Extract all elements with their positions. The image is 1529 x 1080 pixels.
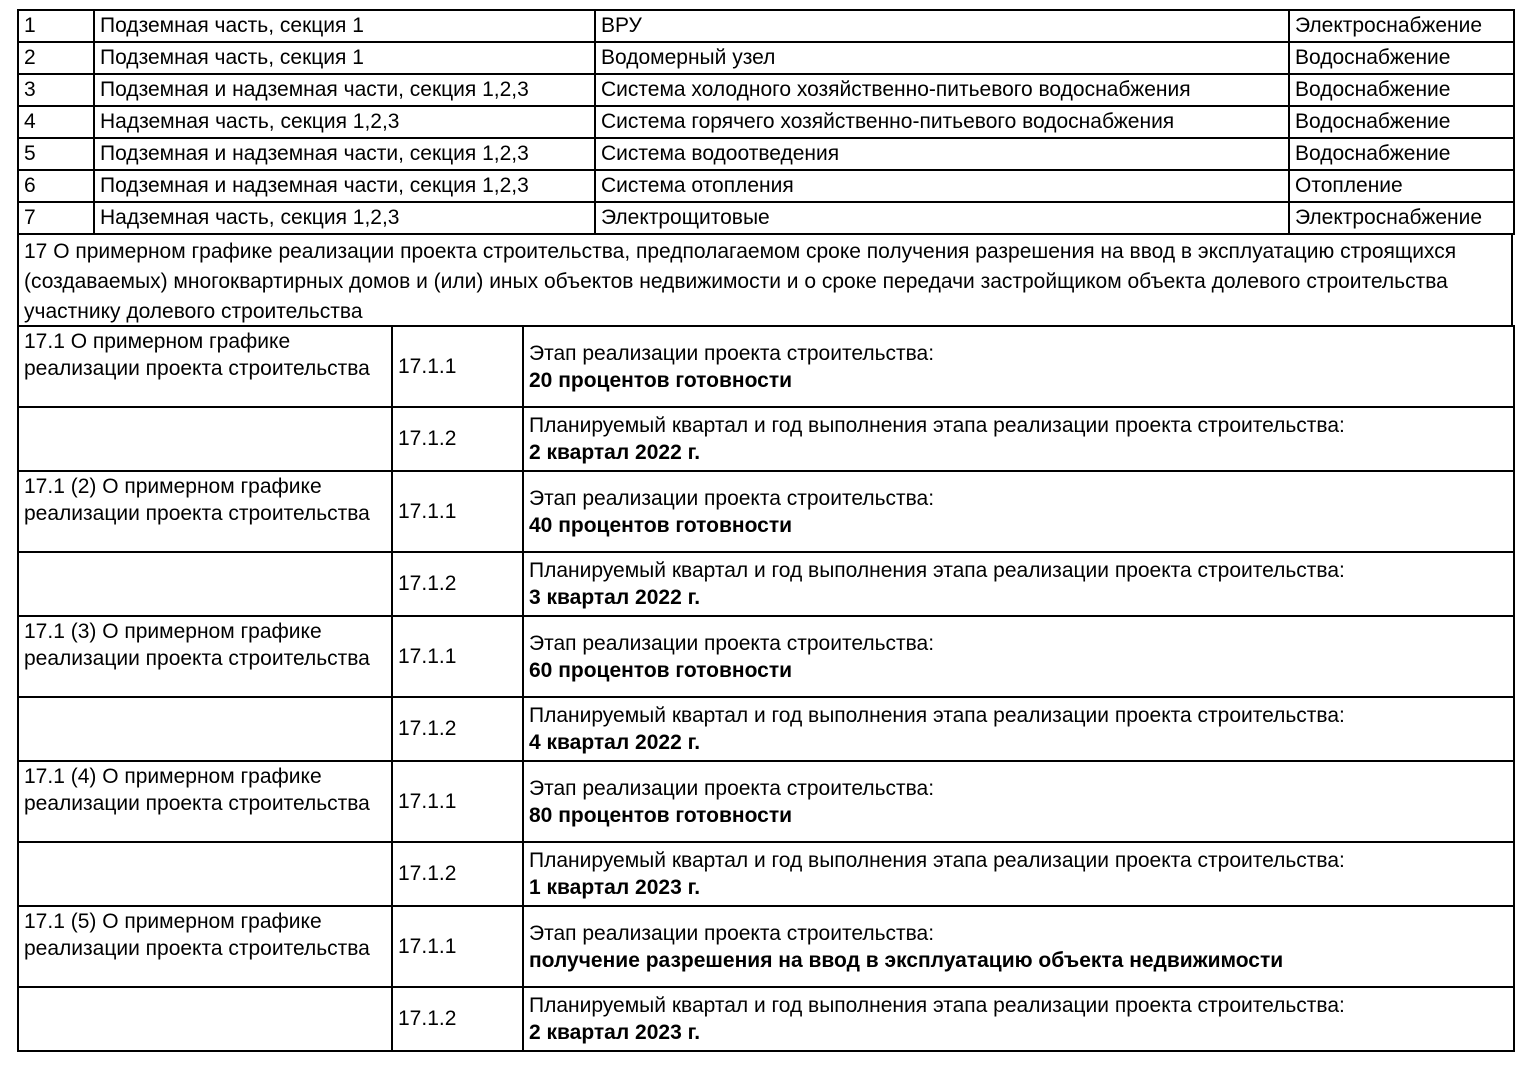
category-cell: Электроснабжение bbox=[1288, 9, 1515, 43]
item-value: 2 квартал 2023 г. bbox=[529, 1021, 701, 1044]
item-value: 20 процентов готовности bbox=[529, 368, 793, 392]
row-number-cell: 6 bbox=[17, 169, 95, 203]
item-label: Этап реализации проекта строительства: bbox=[529, 921, 935, 945]
table-row: 17.1.2 Планируемый квартал и год выполне… bbox=[17, 406, 1515, 472]
item-label: Планируемый квартал и год выполнения эта… bbox=[529, 849, 1345, 872]
block-label-cell: 17.1 (5) О примерном графике реализации … bbox=[17, 905, 393, 988]
table-row: 17.1.2 Планируемый квартал и год выполне… bbox=[17, 841, 1515, 907]
item-code-cell: 17.1.2 bbox=[391, 406, 524, 472]
item-value: 40 процентов готовности bbox=[529, 513, 793, 537]
block-label-cell-empty bbox=[17, 551, 393, 617]
item-value: 60 процентов готовности bbox=[529, 658, 793, 682]
item-content-cell: Планируемый квартал и год выполнения эта… bbox=[522, 551, 1515, 617]
item-label: Этап реализации проекта строительства: bbox=[529, 631, 935, 655]
block-label-cell-empty bbox=[17, 841, 393, 907]
table-row: 17.1.2 Планируемый квартал и год выполне… bbox=[17, 551, 1515, 617]
item-label: Планируемый квартал и год выполнения эта… bbox=[529, 704, 1345, 727]
table-row: 1 Подземная часть, секция 1 ВРУ Электрос… bbox=[17, 9, 1515, 43]
item-value: 80 процентов готовности bbox=[529, 803, 793, 827]
location-cell: Надземная часть, секция 1,2,3 bbox=[93, 105, 596, 139]
item-code-cell: 17.1.1 bbox=[391, 905, 524, 988]
category-cell: Водоснабжение bbox=[1288, 73, 1515, 107]
system-cell: Водомерный узел bbox=[594, 41, 1290, 75]
location-cell: Надземная часть, секция 1,2,3 bbox=[93, 201, 596, 235]
item-label: Планируемый квартал и год выполнения эта… bbox=[529, 994, 1345, 1017]
item-content-cell: Этап реализации проекта строительства: 4… bbox=[522, 470, 1515, 553]
table-row: 5 Подземная и надземная части, секция 1,… bbox=[17, 137, 1515, 171]
item-content-cell: Планируемый квартал и год выполнения эта… bbox=[522, 841, 1515, 907]
table-row: 17.1 (5) О примерном графике реализации … bbox=[17, 905, 1515, 988]
item-content-cell: Этап реализации проекта строительства: 6… bbox=[522, 615, 1515, 698]
item-value: 3 квартал 2022 г. bbox=[529, 586, 701, 609]
row-number-cell: 1 bbox=[17, 9, 95, 43]
item-value: 4 квартал 2022 г. bbox=[529, 731, 701, 754]
system-cell: Система горячего хозяйственно-питьевого … bbox=[594, 105, 1290, 139]
block-label-cell-empty bbox=[17, 986, 393, 1052]
block-label-cell: 17.1 (4) О примерном графике реализации … bbox=[17, 760, 393, 843]
item-label: Планируемый квартал и год выполнения эта… bbox=[529, 559, 1345, 582]
table-row: 17.1.2 Планируемый квартал и год выполне… bbox=[17, 696, 1515, 762]
system-cell: Электрощитовые bbox=[594, 201, 1290, 235]
item-label: Этап реализации проекта строительства: bbox=[529, 776, 935, 800]
row-number-cell: 4 bbox=[17, 105, 95, 139]
system-cell: Система водоотведения bbox=[594, 137, 1290, 171]
block-label-cell: 17.1 О примерном графике реализации прое… bbox=[17, 325, 393, 408]
item-code-cell: 17.1.1 bbox=[391, 615, 524, 698]
item-content-cell: Планируемый квартал и год выполнения эта… bbox=[522, 696, 1515, 762]
location-cell: Подземная и надземная части, секция 1,2,… bbox=[93, 137, 596, 171]
item-code-cell: 17.1.2 bbox=[391, 986, 524, 1052]
location-cell: Подземная часть, секция 1 bbox=[93, 9, 596, 43]
table-row: 2 Подземная часть, секция 1 Водомерный у… bbox=[17, 41, 1515, 75]
block-label-cell: 17.1 (3) О примерном графике реализации … bbox=[17, 615, 393, 698]
item-label: Планируемый квартал и год выполнения эта… bbox=[529, 414, 1345, 437]
location-cell: Подземная часть, секция 1 bbox=[93, 41, 596, 75]
table-row: 17.1 О примерном графике реализации прое… bbox=[17, 325, 1515, 408]
table-row: 17.1.2 Планируемый квартал и год выполне… bbox=[17, 986, 1515, 1052]
item-value: 1 квартал 2023 г. bbox=[529, 876, 701, 899]
table-row: 3 Подземная и надземная части, секция 1,… bbox=[17, 73, 1515, 107]
system-cell: ВРУ bbox=[594, 9, 1290, 43]
table-row: 6 Подземная и надземная части, секция 1,… bbox=[17, 169, 1515, 203]
category-cell: Водоснабжение bbox=[1288, 137, 1515, 171]
location-cell: Подземная и надземная части, секция 1,2,… bbox=[93, 73, 596, 107]
row-number-cell: 2 bbox=[17, 41, 95, 75]
item-code-cell: 17.1.1 bbox=[391, 470, 524, 553]
item-label: Этап реализации проекта строительства: bbox=[529, 341, 935, 365]
category-cell: Водоснабжение bbox=[1288, 41, 1515, 75]
item-content-cell: Этап реализации проекта строительства: п… bbox=[522, 905, 1515, 988]
item-value: 2 квартал 2022 г. bbox=[529, 441, 701, 464]
category-cell: Водоснабжение bbox=[1288, 105, 1515, 139]
system-cell: Система холодного хозяйственно-питьевого… bbox=[594, 73, 1290, 107]
item-content-cell: Этап реализации проекта строительства: 2… bbox=[522, 325, 1515, 408]
schedule-table: 17.1 О примерном графике реализации прое… bbox=[17, 325, 1515, 1052]
table-row: 17.1 (2) О примерном графике реализации … bbox=[17, 470, 1515, 553]
item-content-cell: Этап реализации проекта строительства: 8… bbox=[522, 760, 1515, 843]
item-code-cell: 17.1.2 bbox=[391, 841, 524, 907]
item-label: Этап реализации проекта строительства: bbox=[529, 486, 935, 510]
row-number-cell: 3 bbox=[17, 73, 95, 107]
item-code-cell: 17.1.2 bbox=[391, 696, 524, 762]
item-code-cell: 17.1.2 bbox=[391, 551, 524, 617]
row-number-cell: 7 bbox=[17, 201, 95, 235]
block-label-cell-empty bbox=[17, 406, 393, 472]
block-label-cell: 17.1 (2) О примерном графике реализации … bbox=[17, 470, 393, 553]
item-value: получение разрешения на ввод в эксплуата… bbox=[529, 948, 1284, 972]
item-code-cell: 17.1.1 bbox=[391, 325, 524, 408]
table-row: 17.1 (4) О примерном графике реализации … bbox=[17, 760, 1515, 843]
row-number-cell: 5 bbox=[17, 137, 95, 171]
table-row: 17.1 (3) О примерном графике реализации … bbox=[17, 615, 1515, 698]
item-code-cell: 17.1.1 bbox=[391, 760, 524, 843]
location-cell: Подземная и надземная части, секция 1,2,… bbox=[93, 169, 596, 203]
item-content-cell: Планируемый квартал и год выполнения эта… bbox=[522, 406, 1515, 472]
system-cell: Система отопления bbox=[594, 169, 1290, 203]
table-row: 4 Надземная часть, секция 1,2,3 Система … bbox=[17, 105, 1515, 139]
section-17-heading: 17 О примерном графике реализации проект… bbox=[17, 233, 1513, 327]
category-cell: Отопление bbox=[1288, 169, 1515, 203]
block-label-cell-empty bbox=[17, 696, 393, 762]
item-content-cell: Планируемый квартал и год выполнения эта… bbox=[522, 986, 1515, 1052]
category-cell: Электроснабжение bbox=[1288, 201, 1515, 235]
table-row: 7 Надземная часть, секция 1,2,3 Электрощ… bbox=[17, 201, 1515, 235]
systems-table: 1 Подземная часть, секция 1 ВРУ Электрос… bbox=[17, 9, 1515, 235]
